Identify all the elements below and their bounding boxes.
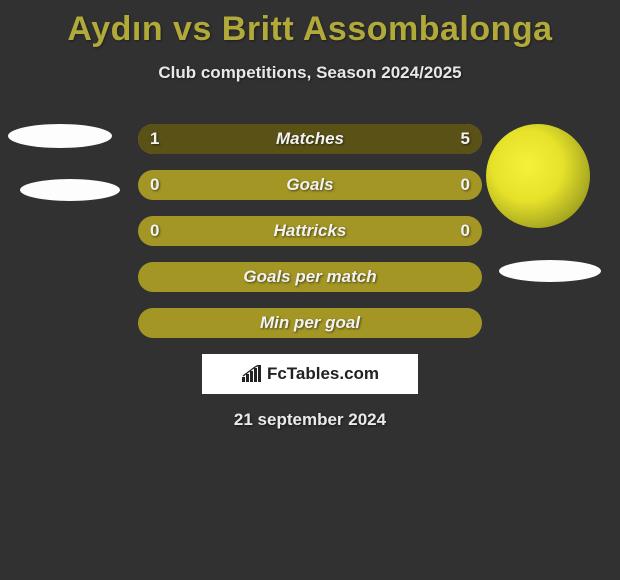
bar-matches-fill-left [138, 124, 195, 154]
bar-goals-label: Goals [286, 175, 333, 195]
date-text: 21 september 2024 [0, 410, 620, 430]
bar-mpg-label: Min per goal [260, 313, 360, 333]
subtitle: Club competitions, Season 2024/2025 [0, 63, 620, 83]
fctables-logo: FcTables.com [202, 354, 418, 394]
bar-goals-val-left: 0 [150, 175, 159, 195]
player-left-avatar-2 [20, 179, 120, 201]
bar-mpg: Min per goal [138, 308, 482, 338]
player-right-avatar [486, 124, 590, 228]
bar-chart-icon [241, 365, 263, 383]
bar-matches-val-left: 1 [150, 129, 159, 149]
bar-matches-val-right: 5 [461, 129, 470, 149]
page-title: Aydın vs Britt Assombalonga [0, 0, 620, 49]
fctables-logo-text: FcTables.com [267, 364, 379, 384]
bar-matches: 1 Matches 5 [138, 124, 482, 154]
bar-hattricks-val-left: 0 [150, 221, 159, 241]
player-right-team-badge [499, 260, 601, 282]
bar-gpm: Goals per match [138, 262, 482, 292]
player-left-avatar-1 [8, 124, 112, 148]
bar-goals: 0 Goals 0 [138, 170, 482, 200]
bar-goals-val-right: 0 [461, 175, 470, 195]
bar-hattricks-label: Hattricks [274, 221, 347, 241]
bar-hattricks-val-right: 0 [461, 221, 470, 241]
bar-matches-label: Matches [276, 129, 344, 149]
bar-hattricks: 0 Hattricks 0 [138, 216, 482, 246]
comparison-bars: 1 Matches 5 0 Goals 0 0 Hattricks 0 Goal… [138, 124, 482, 354]
bar-gpm-label: Goals per match [243, 267, 376, 287]
